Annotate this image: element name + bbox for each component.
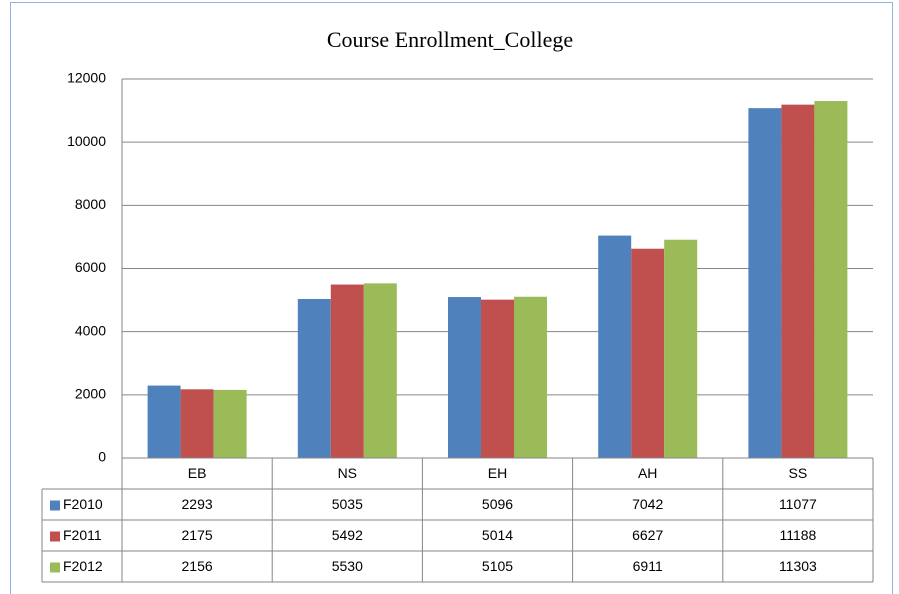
table-value: 7042: [632, 496, 663, 512]
y-tick-label: 12000: [67, 70, 106, 86]
legend-key: [50, 562, 60, 573]
bar: [147, 385, 181, 458]
legend-label: F2012: [63, 558, 103, 574]
table-value: 2156: [182, 558, 213, 574]
x-tick-label: AH: [638, 465, 657, 481]
table-value: 11303: [779, 558, 817, 574]
y-tick-label: 4000: [75, 322, 106, 338]
bar: [631, 248, 665, 458]
table-value: 11188: [779, 527, 816, 543]
legend-label: F2010: [63, 496, 103, 512]
bar: [363, 283, 397, 458]
table-value: 5014: [482, 527, 513, 543]
x-tick-label: EH: [488, 465, 507, 481]
legend-key: [50, 531, 60, 542]
table-value: 6911: [633, 558, 663, 574]
bar: [448, 297, 481, 458]
x-tick-label: SS: [789, 465, 808, 481]
y-tick-label: 6000: [75, 259, 106, 275]
bar: [213, 389, 247, 458]
bar: [514, 296, 547, 458]
bar: [814, 101, 848, 458]
x-tick-label: EB: [188, 465, 207, 481]
bar: [180, 389, 214, 458]
legend-key: [50, 500, 60, 511]
table-value: 11077: [779, 496, 817, 512]
y-tick-label: 10000: [67, 133, 106, 149]
table-value: 2293: [182, 496, 213, 512]
bar: [330, 284, 364, 458]
table-value: 5105: [482, 558, 513, 574]
y-tick-label: 8000: [75, 196, 106, 212]
table-value: 2175: [182, 527, 213, 543]
bar: [481, 299, 514, 458]
legend-label: F2011: [63, 527, 102, 543]
chart-title: Course Enrollment_College: [327, 27, 573, 52]
table-value: 5492: [332, 527, 363, 543]
table-value: 5530: [332, 558, 363, 574]
bar: [781, 104, 815, 459]
table-value: 5035: [332, 496, 363, 512]
bar: [598, 235, 632, 458]
table-value: 5096: [482, 496, 513, 512]
y-tick-label: 0: [98, 449, 106, 465]
table-value: 6627: [632, 527, 663, 543]
bar: [664, 239, 698, 458]
x-tick-label: NS: [338, 465, 357, 481]
bar: [297, 298, 331, 458]
bar: [748, 108, 782, 458]
y-tick-label: 2000: [75, 386, 106, 402]
